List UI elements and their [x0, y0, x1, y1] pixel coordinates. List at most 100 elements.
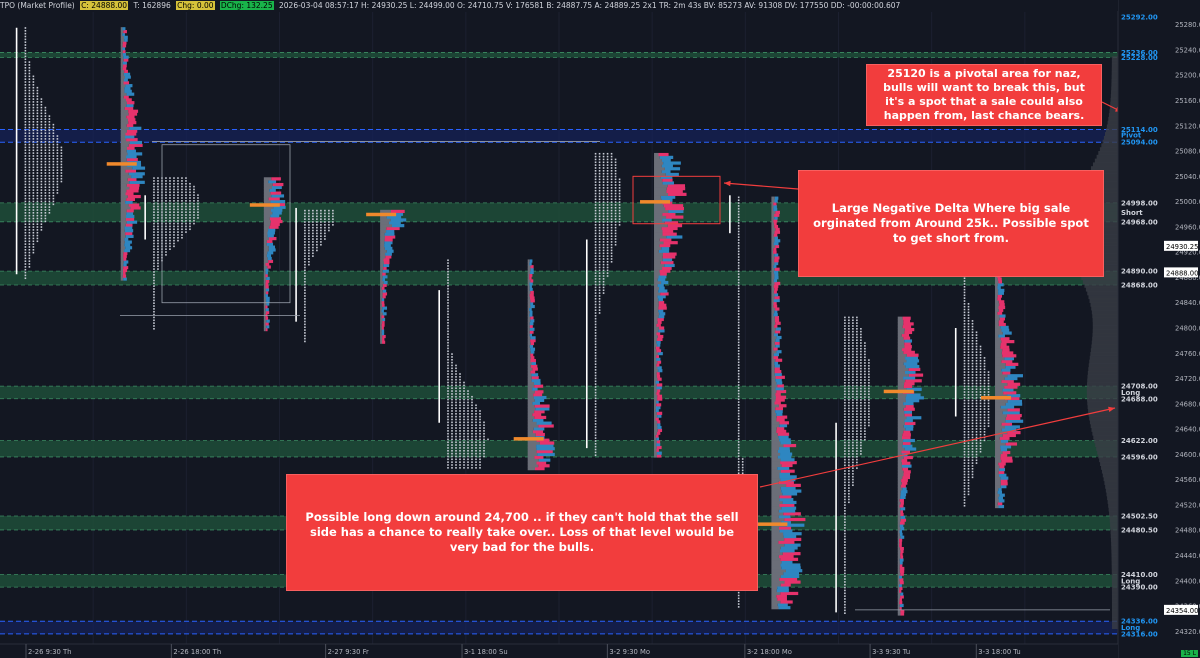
volume-bar-delta [784, 517, 806, 522]
tpo-letter [24, 149, 27, 152]
volume-bar-delta [899, 606, 902, 610]
tpo-letter [157, 251, 159, 253]
tpo-letter [594, 198, 597, 201]
volume-bar-neutral [527, 267, 531, 272]
long-note[interactable]: Possible long down around 24,700 .. if t… [286, 474, 758, 591]
volume-bar-neutral [120, 140, 130, 145]
tpo-letter [971, 388, 974, 390]
tpo-letter [844, 555, 846, 558]
tpo-letter [975, 459, 978, 462]
volume-bar-neutral [897, 387, 907, 391]
tpo-letter [304, 332, 306, 334]
volume-bar-delta [386, 249, 394, 253]
tpo-letter [737, 350, 740, 352]
tpo-letter [165, 194, 167, 196]
tpo-letter [451, 413, 453, 415]
tpo-letter [40, 129, 43, 132]
volume-bar-neutral [654, 261, 661, 265]
volume-bar-neutral [995, 334, 999, 338]
tpo-letter [606, 221, 609, 223]
volume-bar-neutral [527, 361, 532, 366]
tpo-letter [737, 381, 740, 384]
volume-bar-neutral [527, 304, 531, 309]
tpo-letter [967, 365, 970, 368]
volume-bar-neutral [897, 419, 905, 423]
tpo-letter [967, 348, 970, 351]
volume-bar-delta [1007, 431, 1021, 435]
tpo-letter [594, 178, 597, 181]
tpo-letter [868, 421, 870, 424]
tpo-letter [304, 238, 306, 240]
tpo-letter [28, 118, 31, 120]
tpo-letter [44, 197, 47, 200]
volume-bar-neutral [995, 485, 1001, 489]
composite-bar [1111, 602, 1118, 607]
tpo-letter [181, 222, 183, 225]
tpo-letter [856, 336, 858, 339]
tpo-letter [614, 215, 617, 218]
tpo-letter [463, 438, 465, 441]
volume-bar-neutral [771, 549, 780, 553]
tpo-letter [606, 275, 609, 277]
tpo-letter [856, 467, 858, 469]
tpo-letter [856, 350, 858, 353]
volume-bar-neutral [995, 425, 1005, 429]
volume-bar-neutral [120, 30, 124, 34]
tpo-letter [975, 431, 978, 433]
tpo-letter [594, 366, 597, 368]
tpo-letter [852, 481, 854, 484]
volume-bar-delta [775, 392, 781, 396]
volume-bar-delta [908, 367, 921, 372]
volume-bar-neutral [771, 318, 775, 323]
tpo-letter [844, 350, 846, 353]
volume-bar-neutral [897, 581, 900, 585]
volume-bar-neutral [771, 253, 775, 257]
tpo-letter [455, 418, 457, 421]
volume-bar-neutral [897, 521, 900, 525]
volume-bar-neutral [654, 303, 659, 307]
volume-bar-delta [779, 495, 792, 499]
volume-bar-neutral [120, 155, 127, 159]
pivot-note[interactable]: 25120 is a pivotal area for naz, bulls w… [866, 64, 1102, 126]
tpo-letter [856, 404, 858, 407]
long-note-text: Possible long down around 24,700 .. if t… [305, 510, 739, 554]
tpo-letter [24, 72, 27, 75]
tpo-letter [987, 376, 990, 379]
tpo-letter [614, 167, 617, 169]
volume-bar-neutral [995, 405, 1001, 409]
volume-bar-neutral [120, 52, 123, 56]
tpo-letter [963, 348, 966, 351]
tpo-letter [40, 146, 43, 149]
volume-bar-neutral [995, 459, 1002, 463]
tpo-letter [32, 135, 35, 137]
volume-bar-neutral [771, 196, 775, 200]
tpo-letter [459, 413, 461, 415]
volume-bar-delta [657, 420, 661, 424]
tpo-letter [602, 170, 605, 172]
tpo-letter [304, 269, 306, 272]
tpo-letter [181, 211, 183, 213]
tpo-letter [447, 296, 449, 298]
tpo-letter [471, 455, 473, 458]
tpo-letter [856, 410, 858, 413]
tpo-letter [32, 132, 35, 134]
volume-bar-neutral [120, 143, 129, 147]
tpo-letter [483, 424, 485, 426]
volume-bar-delta [126, 214, 135, 219]
volume-bar-delta [1000, 439, 1009, 443]
tpo-letter [971, 374, 974, 376]
tpo-letter [737, 358, 740, 361]
volume-bar-neutral [771, 526, 780, 530]
volume-bar-delta [384, 232, 395, 236]
tpo-letter [181, 200, 183, 202]
volume-bar-neutral [654, 175, 661, 179]
tpo-letter [737, 310, 740, 312]
tpo-letter [598, 235, 601, 238]
composite-bar [1091, 427, 1118, 432]
composite-bar [1108, 116, 1118, 121]
tpo-letter [856, 413, 858, 415]
tpo-letter [56, 192, 59, 194]
delta-note[interactable]: Large Negative Delta Where big sale orgi… [798, 170, 1104, 277]
composite-bar [1088, 412, 1118, 417]
tpo-letter [606, 201, 609, 203]
